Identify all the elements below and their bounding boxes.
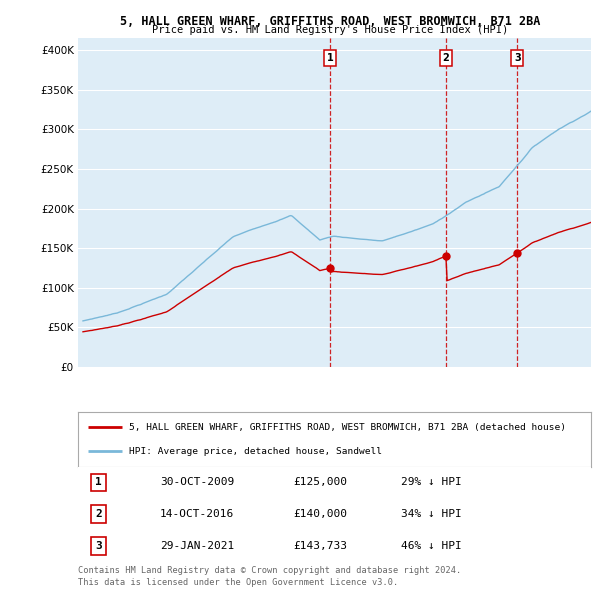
Text: 29% ↓ HPI: 29% ↓ HPI <box>401 477 462 487</box>
Text: 2: 2 <box>443 53 449 63</box>
Text: 3: 3 <box>95 541 102 551</box>
Text: 34% ↓ HPI: 34% ↓ HPI <box>401 509 462 519</box>
Text: 1: 1 <box>95 477 102 487</box>
Text: 1: 1 <box>326 53 334 63</box>
Text: 5, HALL GREEN WHARF, GRIFFITHS ROAD, WEST BROMWICH, B71 2BA: 5, HALL GREEN WHARF, GRIFFITHS ROAD, WES… <box>120 15 540 28</box>
Text: 5, HALL GREEN WHARF, GRIFFITHS ROAD, WEST BROMWICH, B71 2BA (detached house): 5, HALL GREEN WHARF, GRIFFITHS ROAD, WES… <box>130 422 566 432</box>
Text: 2: 2 <box>95 509 102 519</box>
Text: Contains HM Land Registry data © Crown copyright and database right 2024.: Contains HM Land Registry data © Crown c… <box>78 566 461 575</box>
Text: £125,000: £125,000 <box>293 477 347 487</box>
Text: 29-JAN-2021: 29-JAN-2021 <box>160 541 235 551</box>
Text: 14-OCT-2016: 14-OCT-2016 <box>160 509 235 519</box>
Text: This data is licensed under the Open Government Licence v3.0.: This data is licensed under the Open Gov… <box>78 578 398 587</box>
Text: 46% ↓ HPI: 46% ↓ HPI <box>401 541 462 551</box>
Text: £143,733: £143,733 <box>293 541 347 551</box>
Text: £140,000: £140,000 <box>293 509 347 519</box>
Text: HPI: Average price, detached house, Sandwell: HPI: Average price, detached house, Sand… <box>130 447 382 455</box>
Text: 30-OCT-2009: 30-OCT-2009 <box>160 477 235 487</box>
Text: 3: 3 <box>514 53 521 63</box>
Text: Price paid vs. HM Land Registry's House Price Index (HPI): Price paid vs. HM Land Registry's House … <box>152 25 508 35</box>
